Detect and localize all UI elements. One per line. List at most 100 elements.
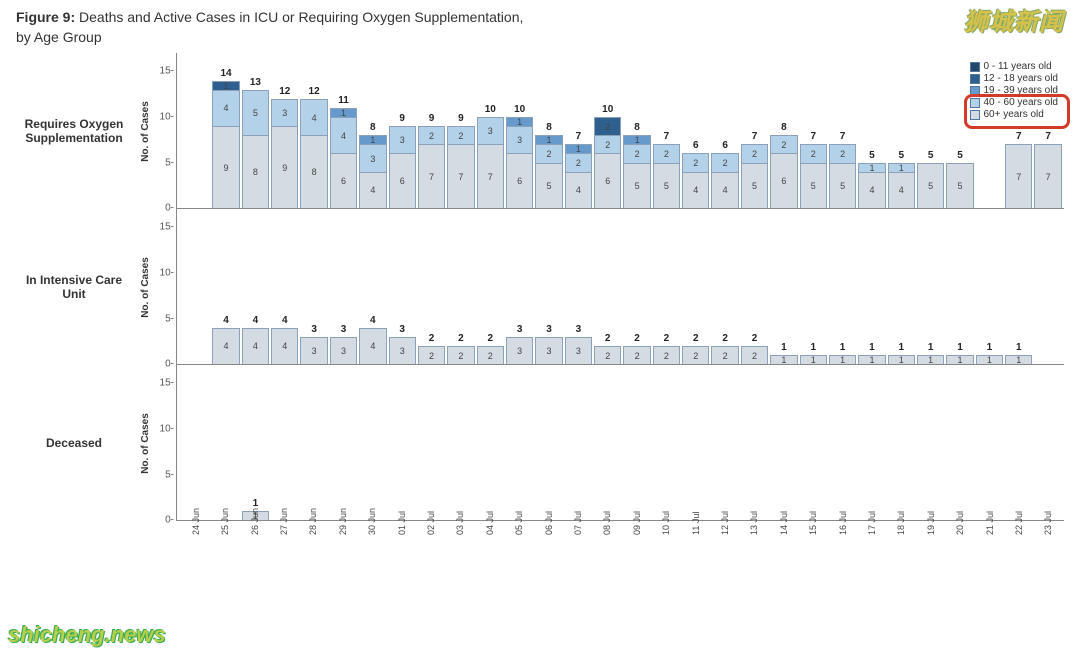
x-tick-label: 16 Jul xyxy=(838,525,848,535)
bar-segment: 2 xyxy=(535,144,562,162)
bar-column: 14914 xyxy=(212,53,239,208)
bar-column xyxy=(535,365,562,520)
x-tick: 11 Jul xyxy=(682,521,709,571)
x-tick: 29 Jun xyxy=(329,521,356,571)
bar-column: 22 xyxy=(418,209,445,364)
bar-column: 246 xyxy=(682,53,709,208)
bar-column xyxy=(1034,209,1061,364)
bar-segment: 4 xyxy=(565,172,592,208)
x-tick: 17 Jul xyxy=(858,521,885,571)
y-axis-label: No. of Cases xyxy=(140,257,151,318)
bar-column xyxy=(594,365,621,520)
x-tick: 10 Jul xyxy=(653,521,680,571)
bar-total-label: 2 xyxy=(447,333,474,344)
figure-title-text: Deaths and Active Cases in ICU or Requir… xyxy=(75,9,523,25)
bar-total-label: 1 xyxy=(770,342,797,353)
x-tick-label: 15 Jul xyxy=(808,525,818,535)
bar-segment: 6 xyxy=(770,153,797,208)
x-tick-label: 05 Jul xyxy=(514,525,524,535)
bar-segment: 2 xyxy=(653,144,680,162)
legend: 0 - 11 years old12 - 18 years old19 - 39… xyxy=(964,56,1065,125)
bar-segment: 2 xyxy=(682,346,709,364)
bar-segment: 4 xyxy=(711,172,738,208)
bar-segment: 4 xyxy=(682,172,709,208)
x-tick: 03 Jul xyxy=(447,521,474,571)
bar-column: 33 xyxy=(300,209,327,364)
bar-segment: 3 xyxy=(330,337,357,364)
bar-segment: 4 xyxy=(212,328,239,364)
bar-total-label: 7 xyxy=(653,131,680,142)
bar-segment: 1 xyxy=(330,108,357,117)
bar-column: 55 xyxy=(917,53,944,208)
bar-segment: 1 xyxy=(1005,355,1032,364)
bar-total-label: 3 xyxy=(389,324,416,335)
bar-column xyxy=(418,365,445,520)
bar-segment: 5 xyxy=(741,163,768,209)
bar-segment: 1 xyxy=(800,355,827,364)
bar-total-label: 10 xyxy=(506,104,533,115)
bar-segment: 6 xyxy=(330,153,357,208)
y-tick: 15- xyxy=(160,378,174,389)
bar-column: 33 xyxy=(506,209,533,364)
x-tick: 21 Jul xyxy=(976,521,1003,571)
bar-column xyxy=(506,365,533,520)
bar-column xyxy=(829,365,856,520)
legend-label: 0 - 11 years old xyxy=(984,61,1052,72)
bar-segment: 2 xyxy=(418,126,445,144)
bar-segment: 7 xyxy=(1005,144,1032,208)
bar-segment: 4 xyxy=(300,99,327,135)
legend-label: 19 - 39 years old xyxy=(984,85,1059,96)
x-tick-label: 24 Jun xyxy=(191,525,201,535)
bar-segment: 3 xyxy=(565,337,592,364)
x-axis: 24 Jun25 Jun26 Jun27 Jun28 Jun29 Jun30 J… xyxy=(16,521,1064,571)
bar-column xyxy=(858,365,885,520)
x-tick-label: 28 Jun xyxy=(308,525,318,535)
bar-segment: 4 xyxy=(212,90,239,126)
x-tick-label: 22 Jul xyxy=(1014,525,1024,535)
bar-segment: 2 xyxy=(829,144,856,162)
bar-column xyxy=(1005,365,1032,520)
bar-column xyxy=(888,365,915,520)
bar-column: 13610 xyxy=(506,53,533,208)
bar-segment: 2 xyxy=(741,144,768,162)
bar-total-label: 2 xyxy=(741,333,768,344)
bar-total-label: 9 xyxy=(418,113,445,124)
bar-segment: 8 xyxy=(242,135,269,208)
bar-total-label: 7 xyxy=(1005,131,1032,142)
figure-subtitle: by Age Group xyxy=(16,29,102,45)
bar-column: 22 xyxy=(477,209,504,364)
bar-segment: 2 xyxy=(565,153,592,171)
bar-segment: 2 xyxy=(741,346,768,364)
bar-column: 33 xyxy=(389,209,416,364)
bar-column: 33 xyxy=(565,209,592,364)
bar-column: 257 xyxy=(653,53,680,208)
bar-column: 22610 xyxy=(594,53,621,208)
y-tick: 5- xyxy=(165,313,174,324)
bar-column: 22 xyxy=(447,209,474,364)
bar-segment: 2 xyxy=(711,153,738,171)
bar-total-label: 3 xyxy=(300,324,327,335)
x-tick-label: 08 Jul xyxy=(602,525,612,535)
x-tick: 25 Jun xyxy=(211,521,238,571)
x-tick: 13 Jul xyxy=(741,521,768,571)
bar-segment: 1 xyxy=(888,355,915,364)
bar-column: 11 xyxy=(242,365,269,520)
bar-column: 25 7 xyxy=(741,53,768,208)
bar-segment: 3 xyxy=(389,126,416,153)
bar-segment: 7 xyxy=(477,144,504,208)
chart-row: Requires Oxygen SupplementationNo. of Ca… xyxy=(16,53,1064,209)
bar-column: 257 xyxy=(829,53,856,208)
bar-column xyxy=(212,365,239,520)
bar-total-label: 7 xyxy=(741,131,768,142)
panel-label: In Intensive Care Unit xyxy=(16,209,136,365)
plot-area: 11 xyxy=(176,365,1064,521)
x-tick: 15 Jul xyxy=(800,521,827,571)
bar-segment: 5 xyxy=(535,163,562,209)
bar-column xyxy=(976,365,1003,520)
bar-column: 1258 xyxy=(623,53,650,208)
bar-column: 11 xyxy=(770,209,797,364)
x-tick-label: 06 Jul xyxy=(544,525,554,535)
chart-row: In Intensive Care UnitNo. of Cases0-5-10… xyxy=(16,209,1064,365)
bar-total-label: 7 xyxy=(829,131,856,142)
bar-segment: 2 xyxy=(594,117,621,135)
